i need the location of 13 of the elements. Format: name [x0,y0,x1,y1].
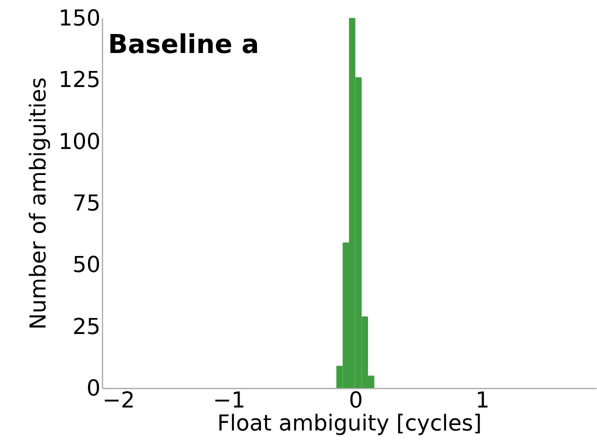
x-tick-label: −1 [212,388,246,414]
annotation: Baseline a [108,30,260,60]
y-tick-label: 125 [58,68,100,94]
y-axis-title: Number of ambiguities [26,77,52,330]
y-tick-label: 150 [58,6,100,32]
y-tick-label: 100 [58,130,100,155]
y-tick-label: 75 [72,192,100,216]
y-tick-label: 25 [72,314,100,340]
x-tick-label: 0 [348,388,363,414]
x-tick-label: −2 [102,388,135,414]
y-tick-label: 50 [72,253,100,278]
x-tick-label: 1 [476,388,490,414]
x-axis-title: Float ambiguity [cycles] [217,412,482,436]
